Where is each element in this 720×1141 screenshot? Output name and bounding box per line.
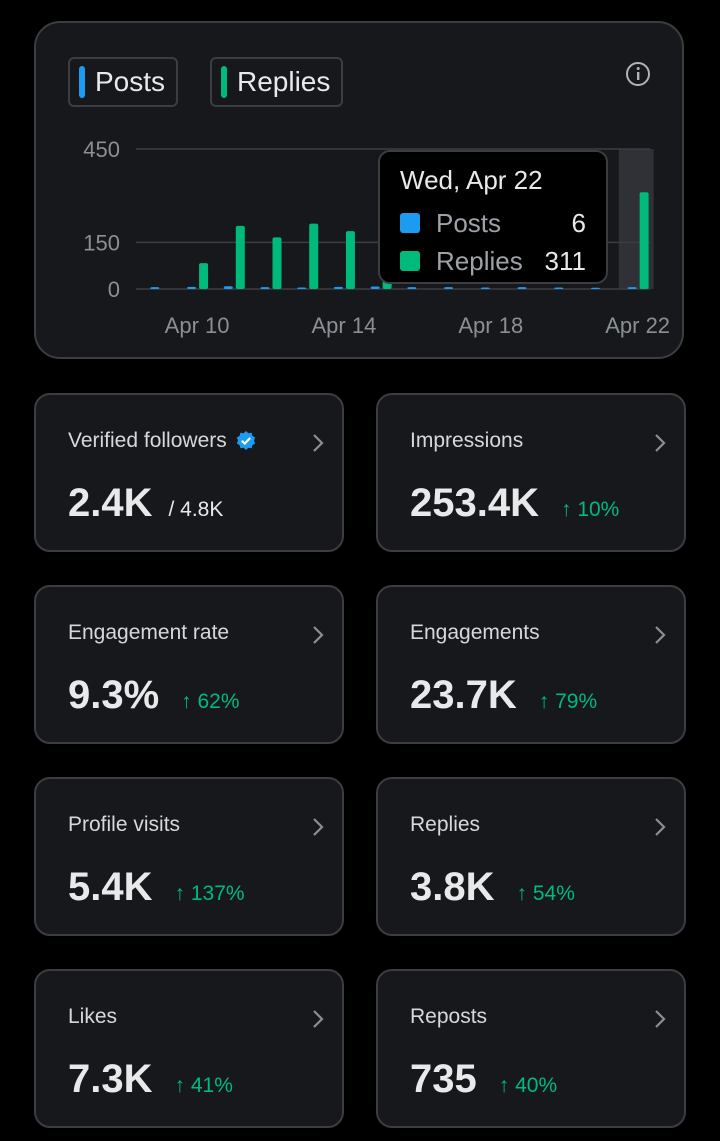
y-tick-label: 150 [83, 230, 120, 255]
stat-delta: ↑ 54% [516, 882, 575, 905]
stat-label-wrap: Verified followers [68, 429, 257, 453]
engagement-chart-card: Posts Replies 0 150 450 Apr 10 Apr 14 Apr 18 A… [34, 21, 684, 359]
chart-tooltip: Wed, Apr 22 Posts 6 Replies 311 [378, 150, 608, 284]
replies-swatch [221, 66, 227, 98]
stat-label: Profile visits [68, 813, 181, 836]
replies-legend-toggle[interactable]: Replies [210, 57, 343, 107]
x-tick-label: Apr 14 [312, 313, 377, 338]
posts-bar [517, 287, 527, 289]
replies-legend-label: Replies [237, 66, 331, 97]
tooltip-posts-label: Posts [436, 207, 502, 238]
replies-bar [345, 231, 355, 289]
stat-delta: ↑ 62% [181, 690, 240, 713]
tooltip-replies-swatch [400, 251, 420, 271]
stat-label: Engagement rate [68, 621, 230, 644]
posts-bar [150, 287, 160, 289]
stat-value-row: 3.8K ↑ 54% [410, 865, 575, 910]
stat-value-row: 7.3K ↑ 41% [68, 1057, 233, 1102]
posts-bar [554, 287, 564, 289]
tooltip-date: Wed, Apr 22 [400, 165, 543, 195]
stat-label: Replies [410, 813, 481, 836]
chevron-right-icon [313, 434, 324, 452]
stat-value: 23.7K [410, 673, 517, 717]
stat-label: Verified followers [68, 429, 227, 452]
bar-chart: 0 150 450 Apr 10 Apr 14 Apr 18 Apr 22 [83, 137, 670, 338]
stat-card-profile-visits[interactable]: Profile visits 5.4K ↑ 137% [34, 777, 344, 936]
stat-delta: ↑ 137% [174, 882, 245, 905]
stat-value: 7.3K [68, 1057, 153, 1101]
posts-bar [444, 287, 454, 289]
stat-label: Likes [68, 1005, 118, 1028]
posts-bar [297, 287, 307, 289]
stat-delta: ↑ 41% [174, 1074, 233, 1097]
tooltip-posts-value: 6 [571, 207, 586, 238]
stat-delta: ↑ 79% [538, 690, 598, 713]
x-tick-label: Apr 10 [165, 313, 230, 338]
tooltip-replies-label: Replies [436, 245, 523, 276]
stat-total: / 4.8K [168, 498, 224, 521]
chevron-right-icon [655, 818, 666, 836]
tooltip-posts-swatch [400, 213, 420, 233]
stat-card-reposts[interactable]: Reposts 735 ↑ 40% [376, 969, 686, 1128]
stat-delta: ↑ 40% [498, 1074, 558, 1097]
stat-value: 2.4K [68, 481, 153, 525]
replies-bar [639, 192, 649, 289]
stat-delta: ↑ 10% [560, 498, 620, 521]
tooltip-posts-row: Posts 6 [400, 204, 586, 242]
tooltip-replies-row: Replies 311 [400, 242, 586, 280]
posts-bar [187, 286, 197, 289]
stat-card-replies[interactable]: Replies 3.8K ↑ 54% [376, 777, 686, 936]
stat-value-row: 253.4K ↑ 10% [410, 481, 619, 526]
posts-bar [627, 287, 637, 289]
posts-bar [407, 287, 417, 289]
stat-value: 735 [410, 1057, 477, 1101]
stat-value-row: 9.3% ↑ 62% [68, 673, 240, 718]
chevron-right-icon [313, 1010, 324, 1028]
stat-card-engagement-rate[interactable]: Engagement rate 9.3% ↑ 62% [34, 585, 344, 744]
x-tick-label: Apr 22 [605, 313, 670, 338]
stat-label: Reposts [410, 1005, 488, 1028]
stat-value: 9.3% [68, 673, 160, 717]
stat-card-likes[interactable]: Likes 7.3K ↑ 41% [34, 969, 344, 1128]
stat-value-row: 2.4K / 4.8K [68, 481, 223, 526]
posts-bar [223, 286, 233, 289]
replies-bar [199, 263, 209, 289]
info-icon[interactable] [625, 61, 651, 87]
tooltip-replies-value: 311 [544, 245, 586, 276]
chevron-right-icon [655, 434, 666, 452]
x-tick-label: Apr 18 [458, 313, 523, 338]
stat-value: 253.4K [410, 481, 539, 525]
stat-value-row: 735 ↑ 40% [410, 1057, 557, 1102]
posts-bar [333, 286, 343, 289]
stat-card-impressions[interactable]: Impressions 253.4K ↑ 10% [376, 393, 686, 552]
chevron-right-icon [655, 626, 666, 644]
chevron-right-icon [313, 818, 324, 836]
stat-card-engagements[interactable]: Engagements 23.7K ↑ 79% [376, 585, 686, 744]
posts-bar [260, 287, 270, 289]
y-tick-label: 450 [83, 137, 120, 162]
posts-swatch [79, 66, 85, 98]
y-tick-label: 0 [108, 277, 120, 302]
posts-bar [370, 286, 380, 289]
stat-value: 5.4K [68, 865, 153, 909]
posts-legend-label: Posts [95, 66, 166, 97]
stat-card-verified-followers[interactable]: Verified followers 2.4K / 4.8K [34, 393, 344, 552]
replies-bar [235, 225, 245, 289]
stat-label: Impressions [410, 429, 524, 452]
verified-badge-icon [236, 431, 255, 450]
posts-bar [480, 287, 490, 289]
chevron-right-icon [313, 626, 324, 644]
stat-value: 3.8K [410, 865, 495, 909]
replies-bar [272, 237, 282, 289]
stat-value-row: 5.4K ↑ 137% [68, 865, 245, 910]
posts-bar [590, 287, 600, 289]
stat-value-row: 23.7K ↑ 79% [410, 673, 597, 718]
posts-legend-toggle[interactable]: Posts [68, 57, 178, 107]
replies-bar [309, 223, 319, 289]
stat-label: Engagements [410, 621, 540, 644]
chevron-right-icon [655, 1010, 666, 1028]
